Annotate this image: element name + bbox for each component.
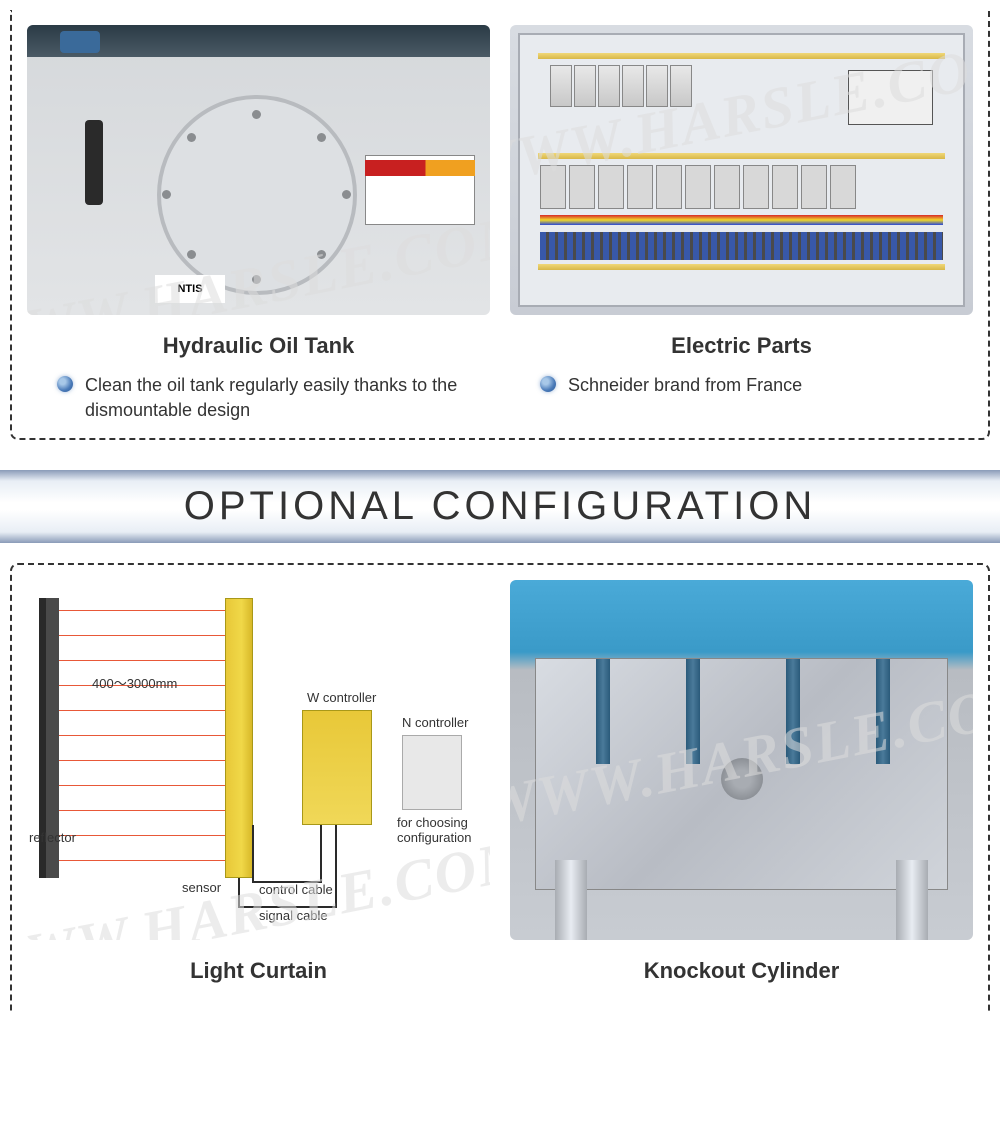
contactor bbox=[598, 165, 624, 209]
contactor bbox=[714, 165, 740, 209]
circuit-breaker bbox=[646, 65, 668, 107]
oil-tank-bullet-text: Clean the oil tank regularly easily than… bbox=[85, 373, 460, 423]
electric-parts-bullet-row: Schneider brand from France bbox=[510, 373, 973, 398]
lc-signal-cable-label: signal cable bbox=[259, 908, 328, 923]
contactor bbox=[627, 165, 653, 209]
ko-guide-pillar bbox=[555, 860, 587, 940]
lc-beam bbox=[59, 660, 225, 661]
ko-slot bbox=[686, 659, 700, 764]
electrical-panel bbox=[518, 33, 965, 307]
lc-wcontroller-label: W controller bbox=[307, 690, 376, 705]
contactor bbox=[772, 165, 798, 209]
lc-forchoosing-label: for choosing bbox=[397, 815, 468, 830]
oil-tank-bullet-row: Clean the oil tank regularly easily than… bbox=[27, 373, 490, 423]
lc-reflector-label: reflector bbox=[29, 830, 76, 845]
tank-bolt bbox=[187, 133, 196, 142]
bullet-icon bbox=[540, 376, 556, 392]
tank-connector bbox=[60, 31, 100, 53]
lc-sensor-label: sensor bbox=[182, 880, 221, 895]
tank-bolt bbox=[162, 190, 171, 199]
lc-n-controller bbox=[402, 735, 462, 810]
tank-circle-cover bbox=[157, 95, 357, 295]
lc-w-controller bbox=[302, 710, 372, 825]
wire-bundle bbox=[540, 215, 943, 225]
din-rail bbox=[538, 264, 945, 270]
lc-signal-wire bbox=[238, 878, 240, 908]
ko-center-cylinder bbox=[721, 758, 763, 800]
light-curtain-diagram: 400～3000mm reflector sensor W controller… bbox=[27, 580, 490, 940]
section-1-container: NTIS WWW.HARSLE.COM Hydraulic Oil Tank C… bbox=[10, 10, 990, 440]
knockout-cylinder-image: WWW.HARSLE.COM bbox=[510, 580, 973, 940]
electric-parts-image: WWW.HARSLE.COM bbox=[510, 25, 973, 315]
circuit-breaker bbox=[622, 65, 644, 107]
lc-beam bbox=[59, 835, 225, 836]
section-2-row: 400～3000mm reflector sensor W controller… bbox=[27, 580, 973, 998]
light-curtain-column: 400～3000mm reflector sensor W controller… bbox=[27, 580, 490, 998]
optional-config-header: OPTIONAL CONFIGURATION bbox=[0, 470, 1000, 543]
section-2-container: 400～3000mm reflector sensor W controller… bbox=[10, 563, 990, 1013]
lc-beam bbox=[59, 610, 225, 611]
lc-beam bbox=[59, 810, 225, 811]
lc-beam bbox=[59, 710, 225, 711]
circuit-breaker bbox=[574, 65, 596, 107]
lc-beam bbox=[59, 735, 225, 736]
contactor bbox=[685, 165, 711, 209]
lc-signal-wire bbox=[335, 825, 337, 908]
lc-beam bbox=[59, 860, 225, 861]
lc-beam bbox=[59, 785, 225, 786]
tank-bolt bbox=[317, 250, 326, 259]
terminal-block-row bbox=[540, 232, 943, 260]
ko-slot bbox=[596, 659, 610, 764]
breaker-row bbox=[550, 65, 692, 107]
contactor bbox=[569, 165, 595, 209]
tank-brand-logo: NTIS bbox=[155, 275, 225, 303]
ko-slot bbox=[876, 659, 890, 764]
contactor bbox=[540, 165, 566, 209]
lc-control-wire bbox=[320, 825, 322, 883]
light-curtain-title: Light Curtain bbox=[27, 958, 490, 984]
tank-warning-label-header bbox=[365, 160, 475, 176]
ko-slot bbox=[786, 659, 800, 764]
contactor bbox=[656, 165, 682, 209]
lc-control-wire bbox=[252, 825, 254, 883]
tank-bolt bbox=[252, 275, 261, 284]
tank-bolt bbox=[187, 250, 196, 259]
electric-parts-bullet-text: Schneider brand from France bbox=[568, 373, 802, 398]
contactor bbox=[830, 165, 856, 209]
oil-tank-title: Hydraulic Oil Tank bbox=[27, 333, 490, 359]
lc-sensor-bar bbox=[225, 598, 253, 878]
lc-configuration-label: configuration bbox=[397, 830, 471, 845]
contactor-row bbox=[540, 165, 856, 209]
electric-parts-title: Electric Parts bbox=[510, 333, 973, 359]
oil-tank-column: NTIS WWW.HARSLE.COM Hydraulic Oil Tank C… bbox=[27, 25, 490, 423]
tank-bolt bbox=[252, 110, 261, 119]
lc-range-label: 400～3000mm bbox=[92, 673, 177, 692]
tank-bolt bbox=[317, 133, 326, 142]
circuit-breaker bbox=[550, 65, 572, 107]
circuit-breaker bbox=[670, 65, 692, 107]
lc-beam bbox=[59, 760, 225, 761]
ko-plate bbox=[535, 658, 948, 890]
ko-guide-pillar bbox=[896, 860, 928, 940]
lc-control-cable-label: control cable bbox=[259, 882, 333, 897]
contactor bbox=[743, 165, 769, 209]
lc-beam bbox=[59, 635, 225, 636]
tank-bolt bbox=[342, 190, 351, 199]
optional-config-header-text: OPTIONAL CONFIGURATION bbox=[184, 484, 816, 528]
din-rail bbox=[538, 53, 945, 59]
circuit-breaker bbox=[598, 65, 620, 107]
section-1-row: NTIS WWW.HARSLE.COM Hydraulic Oil Tank C… bbox=[27, 25, 973, 423]
din-rail bbox=[538, 153, 945, 159]
bullet-icon bbox=[57, 376, 73, 392]
electric-parts-column: WWW.HARSLE.COM Electric Parts Schneider … bbox=[510, 25, 973, 423]
knockout-cylinder-column: WWW.HARSLE.COM Knockout Cylinder bbox=[510, 580, 973, 998]
contactor bbox=[801, 165, 827, 209]
lc-ncontroller-label: N controller bbox=[402, 715, 468, 730]
knockout-cylinder-title: Knockout Cylinder bbox=[510, 958, 973, 984]
tank-level-gauge bbox=[85, 120, 103, 205]
oil-tank-image: NTIS WWW.HARSLE.COM bbox=[27, 25, 490, 315]
transformer bbox=[848, 70, 933, 125]
